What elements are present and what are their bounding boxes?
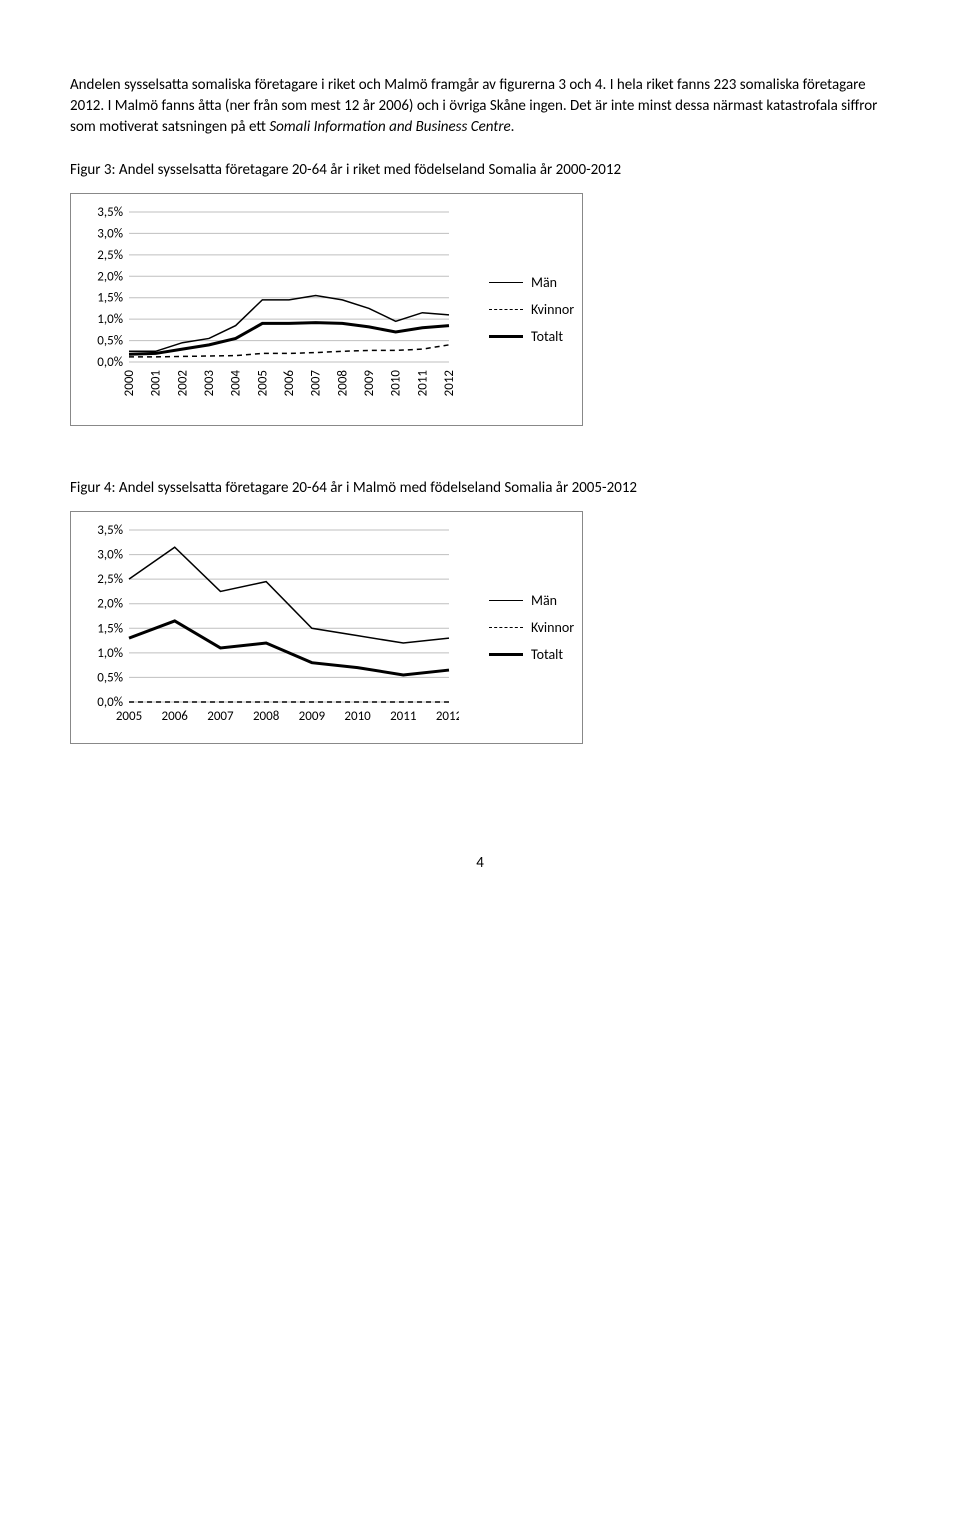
svg-text:1,0%: 1,0% bbox=[97, 312, 123, 327]
svg-text:2006: 2006 bbox=[282, 370, 297, 397]
legend-item-men: Män bbox=[489, 274, 574, 291]
svg-text:2003: 2003 bbox=[202, 370, 217, 397]
figure-4-chart: 0,0% 0,5% 1,0% 1,5% 2,0% 2,5% 3,0% 3,5% 2005 2006… bbox=[70, 511, 583, 744]
svg-text:2,5%: 2,5% bbox=[97, 248, 123, 263]
svg-text:1,0%: 1,0% bbox=[97, 646, 123, 661]
svg-text:0,0%: 0,0% bbox=[97, 695, 123, 710]
svg-text:2005: 2005 bbox=[116, 709, 142, 724]
figure-3-chart: 0,0% 0,5% 1,0% 1,5% 2,0% 2,5% 3,0% 3,5% 2000 2001… bbox=[70, 193, 583, 426]
figure-3-title: Figur 3: Andel sysselsatta företagare 20… bbox=[70, 160, 890, 181]
svg-text:2011: 2011 bbox=[415, 370, 430, 396]
svg-text:1,5%: 1,5% bbox=[97, 621, 123, 636]
svg-text:2,5%: 2,5% bbox=[97, 572, 123, 587]
svg-text:2012: 2012 bbox=[436, 709, 459, 724]
svg-text:0,5%: 0,5% bbox=[97, 670, 123, 685]
svg-text:2010: 2010 bbox=[389, 370, 404, 397]
svg-text:2005: 2005 bbox=[255, 370, 270, 396]
legend-line-total bbox=[489, 653, 523, 656]
svg-text:0,5%: 0,5% bbox=[97, 334, 123, 349]
legend-line-men bbox=[489, 600, 523, 601]
svg-text:3,0%: 3,0% bbox=[97, 226, 123, 241]
para-text-3: . bbox=[511, 118, 515, 136]
svg-text:2008: 2008 bbox=[335, 370, 350, 397]
svg-text:2009: 2009 bbox=[362, 370, 377, 397]
legend-item-women: Kvinnor bbox=[489, 619, 574, 636]
svg-text:2001: 2001 bbox=[149, 370, 164, 396]
legend-item-total: Totalt bbox=[489, 328, 574, 345]
legend-item-total: Totalt bbox=[489, 646, 574, 663]
svg-text:2007: 2007 bbox=[309, 370, 324, 397]
para-text-italic: Somali Information and Business Centre bbox=[269, 118, 510, 136]
svg-text:2010: 2010 bbox=[344, 709, 371, 724]
legend-line-women bbox=[489, 627, 523, 628]
svg-text:2006: 2006 bbox=[162, 709, 189, 724]
legend-label-total: Totalt bbox=[531, 328, 563, 345]
legend-label-women: Kvinnor bbox=[531, 619, 574, 636]
figure-4-legend: Män Kvinnor Totalt bbox=[489, 582, 574, 673]
svg-text:0,0%: 0,0% bbox=[97, 355, 123, 370]
svg-text:2,0%: 2,0% bbox=[97, 269, 123, 284]
svg-text:2011: 2011 bbox=[390, 709, 416, 724]
svg-text:3,5%: 3,5% bbox=[97, 523, 123, 538]
svg-text:2,0%: 2,0% bbox=[97, 597, 123, 612]
legend-line-men bbox=[489, 282, 523, 283]
legend-item-women: Kvinnor bbox=[489, 301, 574, 318]
legend-label-women: Kvinnor bbox=[531, 301, 574, 318]
legend-label-men: Män bbox=[531, 592, 557, 609]
legend-item-men: Män bbox=[489, 592, 574, 609]
svg-text:2007: 2007 bbox=[207, 709, 234, 724]
legend-label-men: Män bbox=[531, 274, 557, 291]
svg-text:2000: 2000 bbox=[122, 370, 137, 397]
intro-paragraph: Andelen sysselsatta somaliska företagare… bbox=[70, 75, 890, 138]
svg-text:2002: 2002 bbox=[175, 370, 190, 397]
page-number: 4 bbox=[70, 854, 890, 872]
svg-text:3,5%: 3,5% bbox=[97, 205, 123, 220]
svg-text:2008: 2008 bbox=[253, 709, 280, 724]
svg-text:2012: 2012 bbox=[442, 370, 457, 397]
figure-3-plot: 0,0% 0,5% 1,0% 1,5% 2,0% 2,5% 3,0% 3,5% 2000 2001… bbox=[79, 202, 459, 417]
svg-text:2009: 2009 bbox=[299, 709, 326, 724]
svg-text:3,0%: 3,0% bbox=[97, 548, 123, 563]
figure-3-legend: Män Kvinnor Totalt bbox=[489, 264, 574, 355]
legend-line-total bbox=[489, 335, 523, 338]
figure-4-title: Figur 4: Andel sysselsatta företagare 20… bbox=[70, 478, 890, 499]
svg-text:2004: 2004 bbox=[229, 370, 244, 397]
figure-4-plot: 0,0% 0,5% 1,0% 1,5% 2,0% 2,5% 3,0% 3,5% 2005 2006… bbox=[79, 520, 459, 735]
svg-text:1,5%: 1,5% bbox=[97, 291, 123, 306]
legend-label-total: Totalt bbox=[531, 646, 563, 663]
legend-line-women bbox=[489, 309, 523, 310]
